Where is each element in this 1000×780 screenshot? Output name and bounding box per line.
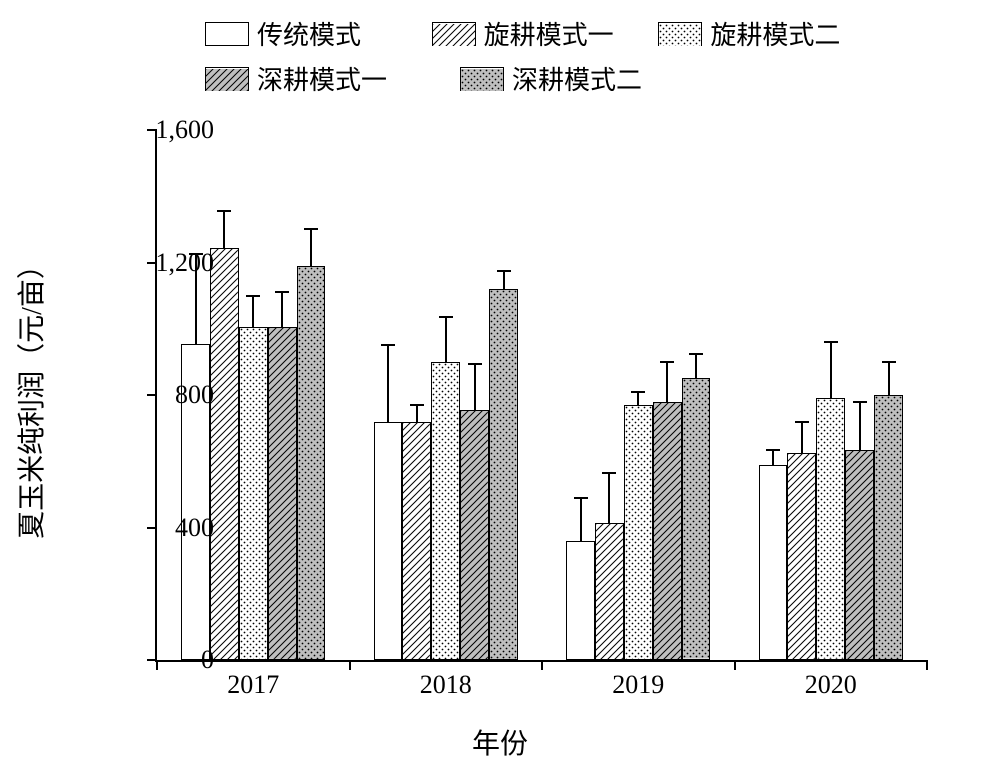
bar-2019-s3 [624, 405, 653, 660]
y-axis-title: 夏玉米纯利润（元/亩） [10, 251, 50, 539]
bar-2019-s2 [595, 523, 624, 660]
error-bar [310, 229, 312, 265]
x-tick [541, 660, 543, 670]
error-bar [772, 450, 774, 465]
error-cap [853, 401, 867, 403]
error-cap [275, 291, 289, 293]
error-cap [468, 363, 482, 365]
error-cap [795, 421, 809, 423]
bar-2020-s2 [787, 453, 816, 660]
y-tick-label: 0 [201, 645, 214, 675]
chart-container: 传统模式 旋耕模式一 旋耕模式二 深耕模式一 深耕模式二 夏玉米纯利润（元/亩） [0, 0, 1000, 780]
legend-label-s2: 旋耕模式一 [484, 15, 614, 52]
plot-area: 2017201820192020 [155, 130, 927, 662]
x-tick-label: 2019 [612, 670, 664, 700]
legend-swatch-s2 [432, 22, 476, 46]
legend-item-s2: 旋耕模式一 [432, 15, 619, 52]
error-cap [689, 353, 703, 355]
bar-2020-s3 [816, 398, 845, 660]
error-cap [602, 472, 616, 474]
y-tick-label: 1,200 [156, 248, 215, 278]
x-tick-label: 2017 [227, 670, 279, 700]
legend-label-s3: 旋耕模式二 [710, 15, 840, 52]
x-tick [926, 660, 928, 670]
error-cap [766, 449, 780, 451]
error-bar [474, 364, 476, 410]
legend-label-s5: 深耕模式二 [512, 60, 642, 97]
error-cap [660, 361, 674, 363]
legend-item-s5: 深耕模式二 [460, 60, 675, 97]
error-bar [445, 317, 447, 362]
bar-2017-s3 [239, 327, 268, 660]
error-cap [574, 497, 588, 499]
error-cap [246, 295, 260, 297]
legend-item-s3: 旋耕模式二 [658, 15, 845, 52]
y-tick-label: 1,600 [156, 115, 215, 145]
legend-label-s1: 传统模式 [257, 15, 361, 52]
legend-swatch-s4 [205, 67, 249, 91]
x-tick-label: 2020 [805, 670, 857, 700]
error-bar [695, 354, 697, 379]
bar-2018-s3 [431, 362, 460, 660]
x-tick-label: 2018 [420, 670, 472, 700]
error-cap [631, 391, 645, 393]
error-bar [252, 296, 254, 327]
error-cap [410, 404, 424, 406]
error-bar [281, 292, 283, 327]
error-cap [439, 316, 453, 318]
y-tick [147, 394, 157, 396]
error-cap [824, 341, 838, 343]
bar-2018-s4 [460, 410, 489, 660]
error-bar [416, 405, 418, 422]
legend-label-s4: 深耕模式一 [257, 60, 387, 97]
error-bar [859, 402, 861, 450]
error-bar [223, 211, 225, 247]
bar-2020-s4 [845, 450, 874, 660]
error-bar [888, 362, 890, 395]
bar-2018-s5 [489, 289, 518, 660]
legend-item-s4: 深耕模式一 [205, 60, 420, 97]
legend: 传统模式 旋耕模式一 旋耕模式二 深耕模式一 深耕模式二 [205, 15, 885, 105]
x-tick [734, 660, 736, 670]
bar-2020-s5 [874, 395, 903, 660]
bar-2017-s4 [268, 327, 297, 660]
bar-2017-s5 [297, 266, 326, 660]
legend-swatch-s5 [460, 67, 504, 91]
legend-swatch-s1 [205, 22, 249, 46]
error-cap [882, 361, 896, 363]
legend-item-s1: 传统模式 [205, 15, 392, 52]
error-bar [666, 362, 668, 402]
bar-2020-s1 [759, 465, 788, 660]
legend-row-1: 传统模式 旋耕模式一 旋耕模式二 [205, 15, 885, 52]
legend-row-2: 深耕模式一 深耕模式二 [205, 60, 885, 97]
y-tick [147, 527, 157, 529]
error-bar [801, 422, 803, 453]
error-cap [381, 344, 395, 346]
error-cap [217, 210, 231, 212]
error-bar [830, 342, 832, 398]
bar-2019-s5 [682, 378, 711, 660]
bar-2019-s1 [566, 541, 595, 660]
error-bar [580, 498, 582, 541]
error-bar [637, 392, 639, 405]
y-tick-label: 400 [175, 513, 214, 543]
error-bar [503, 271, 505, 289]
error-bar [608, 473, 610, 523]
bar-2019-s4 [653, 402, 682, 660]
y-tick-label: 800 [175, 380, 214, 410]
bar-2018-s2 [402, 422, 431, 661]
error-bar [387, 345, 389, 421]
x-axis-title: 年份 [472, 722, 528, 762]
error-cap [497, 270, 511, 272]
bar-2017-s2 [210, 248, 239, 660]
x-tick [349, 660, 351, 670]
x-tick [156, 660, 158, 670]
error-cap [304, 228, 318, 230]
bar-2018-s1 [374, 422, 403, 661]
legend-swatch-s3 [658, 22, 702, 46]
